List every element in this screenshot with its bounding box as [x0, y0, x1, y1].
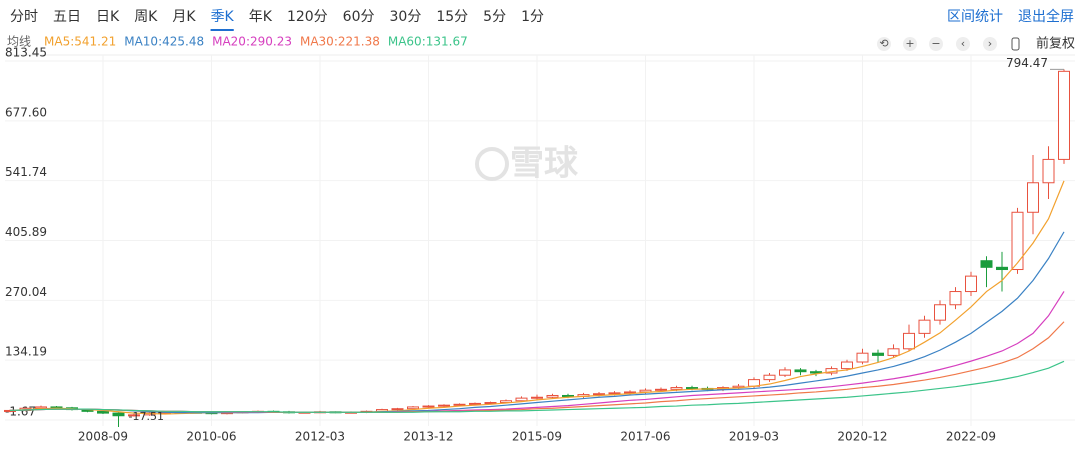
x-tick-label: 2020-12 [837, 430, 887, 444]
y-tick-label: 405.89 [5, 225, 47, 239]
candle-body [407, 406, 419, 410]
x-tick-label: 2012-03 [295, 430, 345, 444]
x-tick-label: 2008-09 [78, 430, 128, 444]
candle-body [624, 391, 636, 394]
period-tab[interactable]: 周K [134, 9, 158, 25]
legend-entry: MA5:541.21 [44, 35, 116, 49]
candle-body [980, 260, 993, 268]
y-tick-label: 677.60 [5, 105, 47, 119]
candle-body [515, 397, 528, 402]
candle-body [593, 393, 605, 396]
candle-body [918, 319, 931, 334]
tool-button[interactable] [929, 37, 943, 51]
candle-body [996, 266, 1008, 271]
period-tab[interactable]: 30分 [390, 9, 422, 25]
period-tab[interactable]: 60分 [343, 9, 375, 25]
legend-entry: MA20:290.23 [212, 35, 292, 49]
candle-body [670, 387, 683, 390]
period-tab[interactable]: 月K [172, 9, 196, 25]
candle-body [546, 394, 559, 398]
period-tab[interactable]: 五日 [53, 9, 81, 25]
candle-body [391, 408, 404, 411]
action[interactable]: 区间统计 [947, 9, 1003, 25]
x-tick-label: 2017-06 [620, 430, 670, 444]
candle-body [453, 403, 466, 406]
period-tab[interactable]: 120分 [287, 9, 328, 25]
x-tick-label: 2013-12 [403, 430, 453, 444]
candle-body [97, 410, 109, 414]
period-tab[interactable]: 季K [211, 9, 235, 25]
action[interactable]: 退出全屏 [1018, 8, 1074, 25]
period-tab[interactable]: 1分 [521, 9, 544, 25]
tool-icon: › [988, 37, 992, 50]
candle-body [810, 371, 822, 374]
ma-line [9, 231, 1065, 414]
candle-body [655, 388, 667, 391]
candle-body [531, 396, 543, 399]
candle-body [562, 394, 574, 397]
tool-icon: + [905, 37, 914, 50]
candle-body [841, 361, 853, 370]
ma-line [9, 360, 1065, 413]
legend-entry: MA30:221.38 [300, 35, 380, 49]
period-tab[interactable]: 年K [249, 9, 273, 25]
candle-body [872, 352, 884, 356]
period-tab[interactable]: 日K [96, 9, 120, 25]
candle-body [1011, 211, 1024, 271]
candle-body [965, 275, 977, 293]
x-tick-label: 2019-03 [729, 430, 779, 444]
tool-icon: − [931, 37, 940, 50]
legend-entry: MA10:425.48 [124, 35, 204, 49]
candle-body [934, 304, 946, 321]
y-tick-label: 270.04 [5, 285, 47, 299]
candle-body [608, 392, 621, 395]
candle-body [128, 414, 140, 417]
x-tick-label: 2010-06 [186, 430, 236, 444]
candle-body [1058, 70, 1070, 160]
legend-entry: MA60:131.67 [388, 35, 468, 49]
tool-icon: ‹ [961, 37, 965, 50]
candle-body [1042, 158, 1055, 184]
candle-body [469, 402, 481, 405]
candle-body [686, 387, 698, 390]
indicator-label: 均线 [7, 35, 31, 49]
adjust-mode[interactable]: 前复权 [1036, 36, 1075, 52]
y-tick-label: 541.74 [5, 165, 47, 179]
candle-body [949, 291, 962, 306]
period-tab[interactable]: 5分 [483, 9, 506, 25]
candle-body [794, 369, 807, 373]
max-label: 794.47 [1006, 56, 1048, 70]
x-tick-label: 2022-09 [946, 430, 996, 444]
min-label: -17.51 [129, 410, 164, 423]
candle-body [903, 332, 915, 350]
candle-body [422, 405, 435, 408]
watermark: 雪球 [510, 144, 579, 184]
period-tab[interactable]: 15分 [436, 9, 468, 25]
candle-body [856, 352, 869, 363]
tool-button[interactable] [1011, 37, 1020, 51]
candle-body [779, 369, 791, 376]
candle-body [887, 348, 900, 356]
x-tick-label: 2015-09 [512, 430, 562, 444]
ma-line [9, 180, 1065, 415]
tool-button[interactable] [956, 37, 970, 51]
tool-button[interactable] [877, 37, 891, 51]
watermark-logo [475, 147, 509, 181]
tool-button[interactable] [983, 37, 997, 51]
tool-button[interactable] [903, 37, 917, 51]
y-tick-label: 813.45 [5, 46, 47, 60]
candle-body [112, 412, 125, 417]
y-tick-label: 134.19 [5, 345, 47, 359]
candle-body [484, 402, 497, 405]
candle-body [763, 374, 776, 381]
tool-icon: ⟲ [879, 37, 888, 50]
candle-body [438, 404, 450, 407]
period-tab[interactable]: 分时 [10, 9, 38, 25]
candle-body [1027, 182, 1039, 213]
